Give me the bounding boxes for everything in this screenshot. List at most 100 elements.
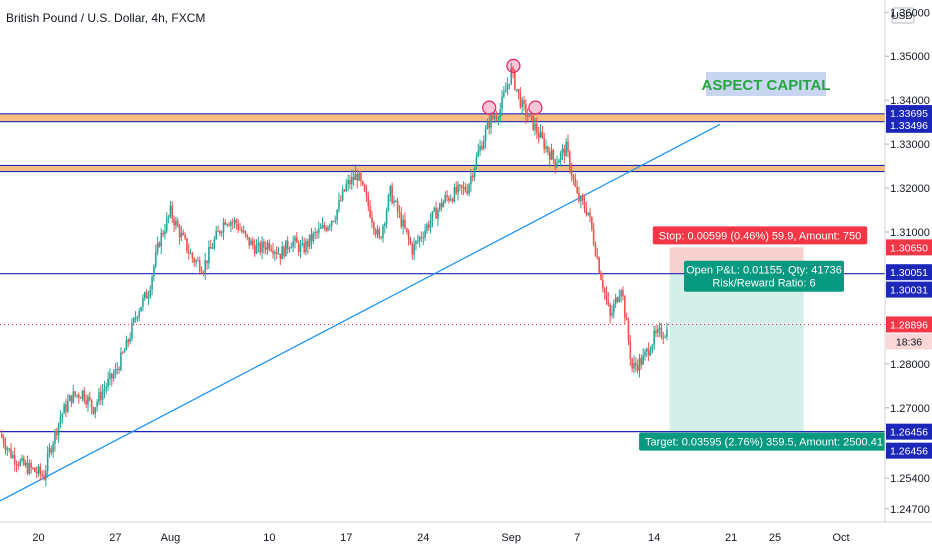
candle-body: [70, 395, 73, 403]
candle-body: [173, 218, 175, 226]
candle-body: [647, 348, 650, 356]
candle-body: [63, 404, 65, 414]
candle-body: [405, 228, 408, 232]
candle-body: [338, 200, 340, 210]
x-tick-label: 27: [109, 532, 121, 544]
level-tag-text: 1.30051: [890, 267, 928, 279]
position-tool[interactable]: [669, 247, 804, 432]
candle-body: [611, 312, 613, 316]
candle-body: [638, 358, 641, 371]
candle-body: [618, 296, 621, 302]
candle-body: [547, 146, 549, 152]
candle-body: [541, 131, 544, 138]
candle-body: [263, 241, 265, 248]
candle-body: [66, 401, 69, 412]
candle-body: [17, 464, 20, 466]
candle-body: [464, 186, 467, 191]
candle-body: [424, 230, 426, 238]
candle-body: [475, 156, 478, 169]
candle-body: [356, 173, 359, 181]
candle-body: [481, 145, 483, 150]
candle-body: [270, 248, 272, 251]
candle-body: [77, 394, 80, 398]
info-line-2: Risk/Reward Ratio: 6: [712, 278, 815, 290]
candle-body: [504, 90, 507, 93]
target-label: Target: 0.03595 (2.76%) 359.5, Amount: 2…: [639, 432, 889, 451]
candle-body: [567, 141, 569, 152]
candle-body: [116, 368, 119, 370]
candle-body: [556, 163, 558, 168]
candle-body: [23, 458, 25, 466]
candle-body: [499, 109, 502, 118]
candle-body: [151, 276, 153, 290]
candle-body: [411, 243, 414, 255]
trendline: [0, 123, 721, 502]
candle-body: [554, 159, 556, 168]
candle-body: [237, 223, 239, 230]
candle-body: [114, 369, 117, 375]
pattern-circles: [482, 58, 543, 115]
candle-body: [523, 100, 525, 104]
candle-body: [576, 186, 578, 194]
candle-body: [574, 178, 577, 187]
candle-body: [110, 373, 113, 379]
current-price-tag-bg: [886, 316, 932, 333]
candle-body: [460, 185, 463, 188]
candle-body: [164, 231, 166, 235]
candle-body: [559, 152, 562, 161]
candle-body: [589, 212, 591, 217]
candles: [1, 62, 668, 487]
candle-body: [180, 232, 183, 238]
candle-body: [222, 222, 225, 233]
watermark-text: ASPECT CAPITAL: [702, 77, 831, 94]
candle-body: [598, 257, 600, 273]
candle-body: [429, 220, 432, 228]
candle-body: [132, 318, 135, 323]
candle-body: [268, 242, 271, 249]
candle-body: [198, 260, 201, 272]
candle-body: [437, 209, 439, 219]
candle-body: [479, 145, 481, 151]
candle-body: [160, 232, 163, 247]
candle-body: [252, 240, 254, 246]
candle-body: [347, 179, 349, 184]
candle-body: [389, 185, 392, 196]
candle-body: [394, 200, 397, 202]
info-line-1: Open P&L: 0.01155, Qty: 41736: [686, 265, 842, 277]
candle-body: [649, 351, 652, 356]
x-tick-label: 24: [417, 532, 429, 544]
candle-body: [143, 292, 146, 298]
candle-body: [646, 348, 648, 352]
candle-body: [490, 115, 492, 128]
candle-body: [255, 245, 258, 254]
candle-body: [131, 322, 133, 339]
pattern-circle: [528, 100, 543, 115]
candle-body: [242, 230, 245, 233]
candle-body: [228, 224, 230, 226]
candle-body: [563, 148, 566, 157]
candle-body: [121, 352, 124, 354]
x-tick-label: 17: [340, 532, 352, 544]
candle-body: [96, 402, 98, 408]
candle-body: [336, 209, 338, 221]
x-tick-label: Oct: [832, 532, 849, 544]
candle-body: [103, 388, 106, 392]
candle-body: [548, 151, 551, 160]
candle-body: [351, 176, 353, 185]
candle-body: [459, 184, 461, 186]
candle-body: [506, 84, 509, 91]
candle-body: [195, 260, 197, 263]
candle-body: [446, 195, 448, 198]
candle-body: [514, 70, 516, 90]
candle-body: [65, 404, 67, 412]
candle-body: [94, 407, 97, 414]
candle-body: [241, 229, 243, 233]
candle-body: [213, 238, 216, 248]
candle-body: [202, 272, 205, 274]
candle-body: [581, 196, 584, 201]
candle-body: [316, 232, 318, 234]
candle-body: [444, 195, 447, 202]
candle-body: [244, 230, 247, 235]
candle-body: [79, 397, 82, 399]
